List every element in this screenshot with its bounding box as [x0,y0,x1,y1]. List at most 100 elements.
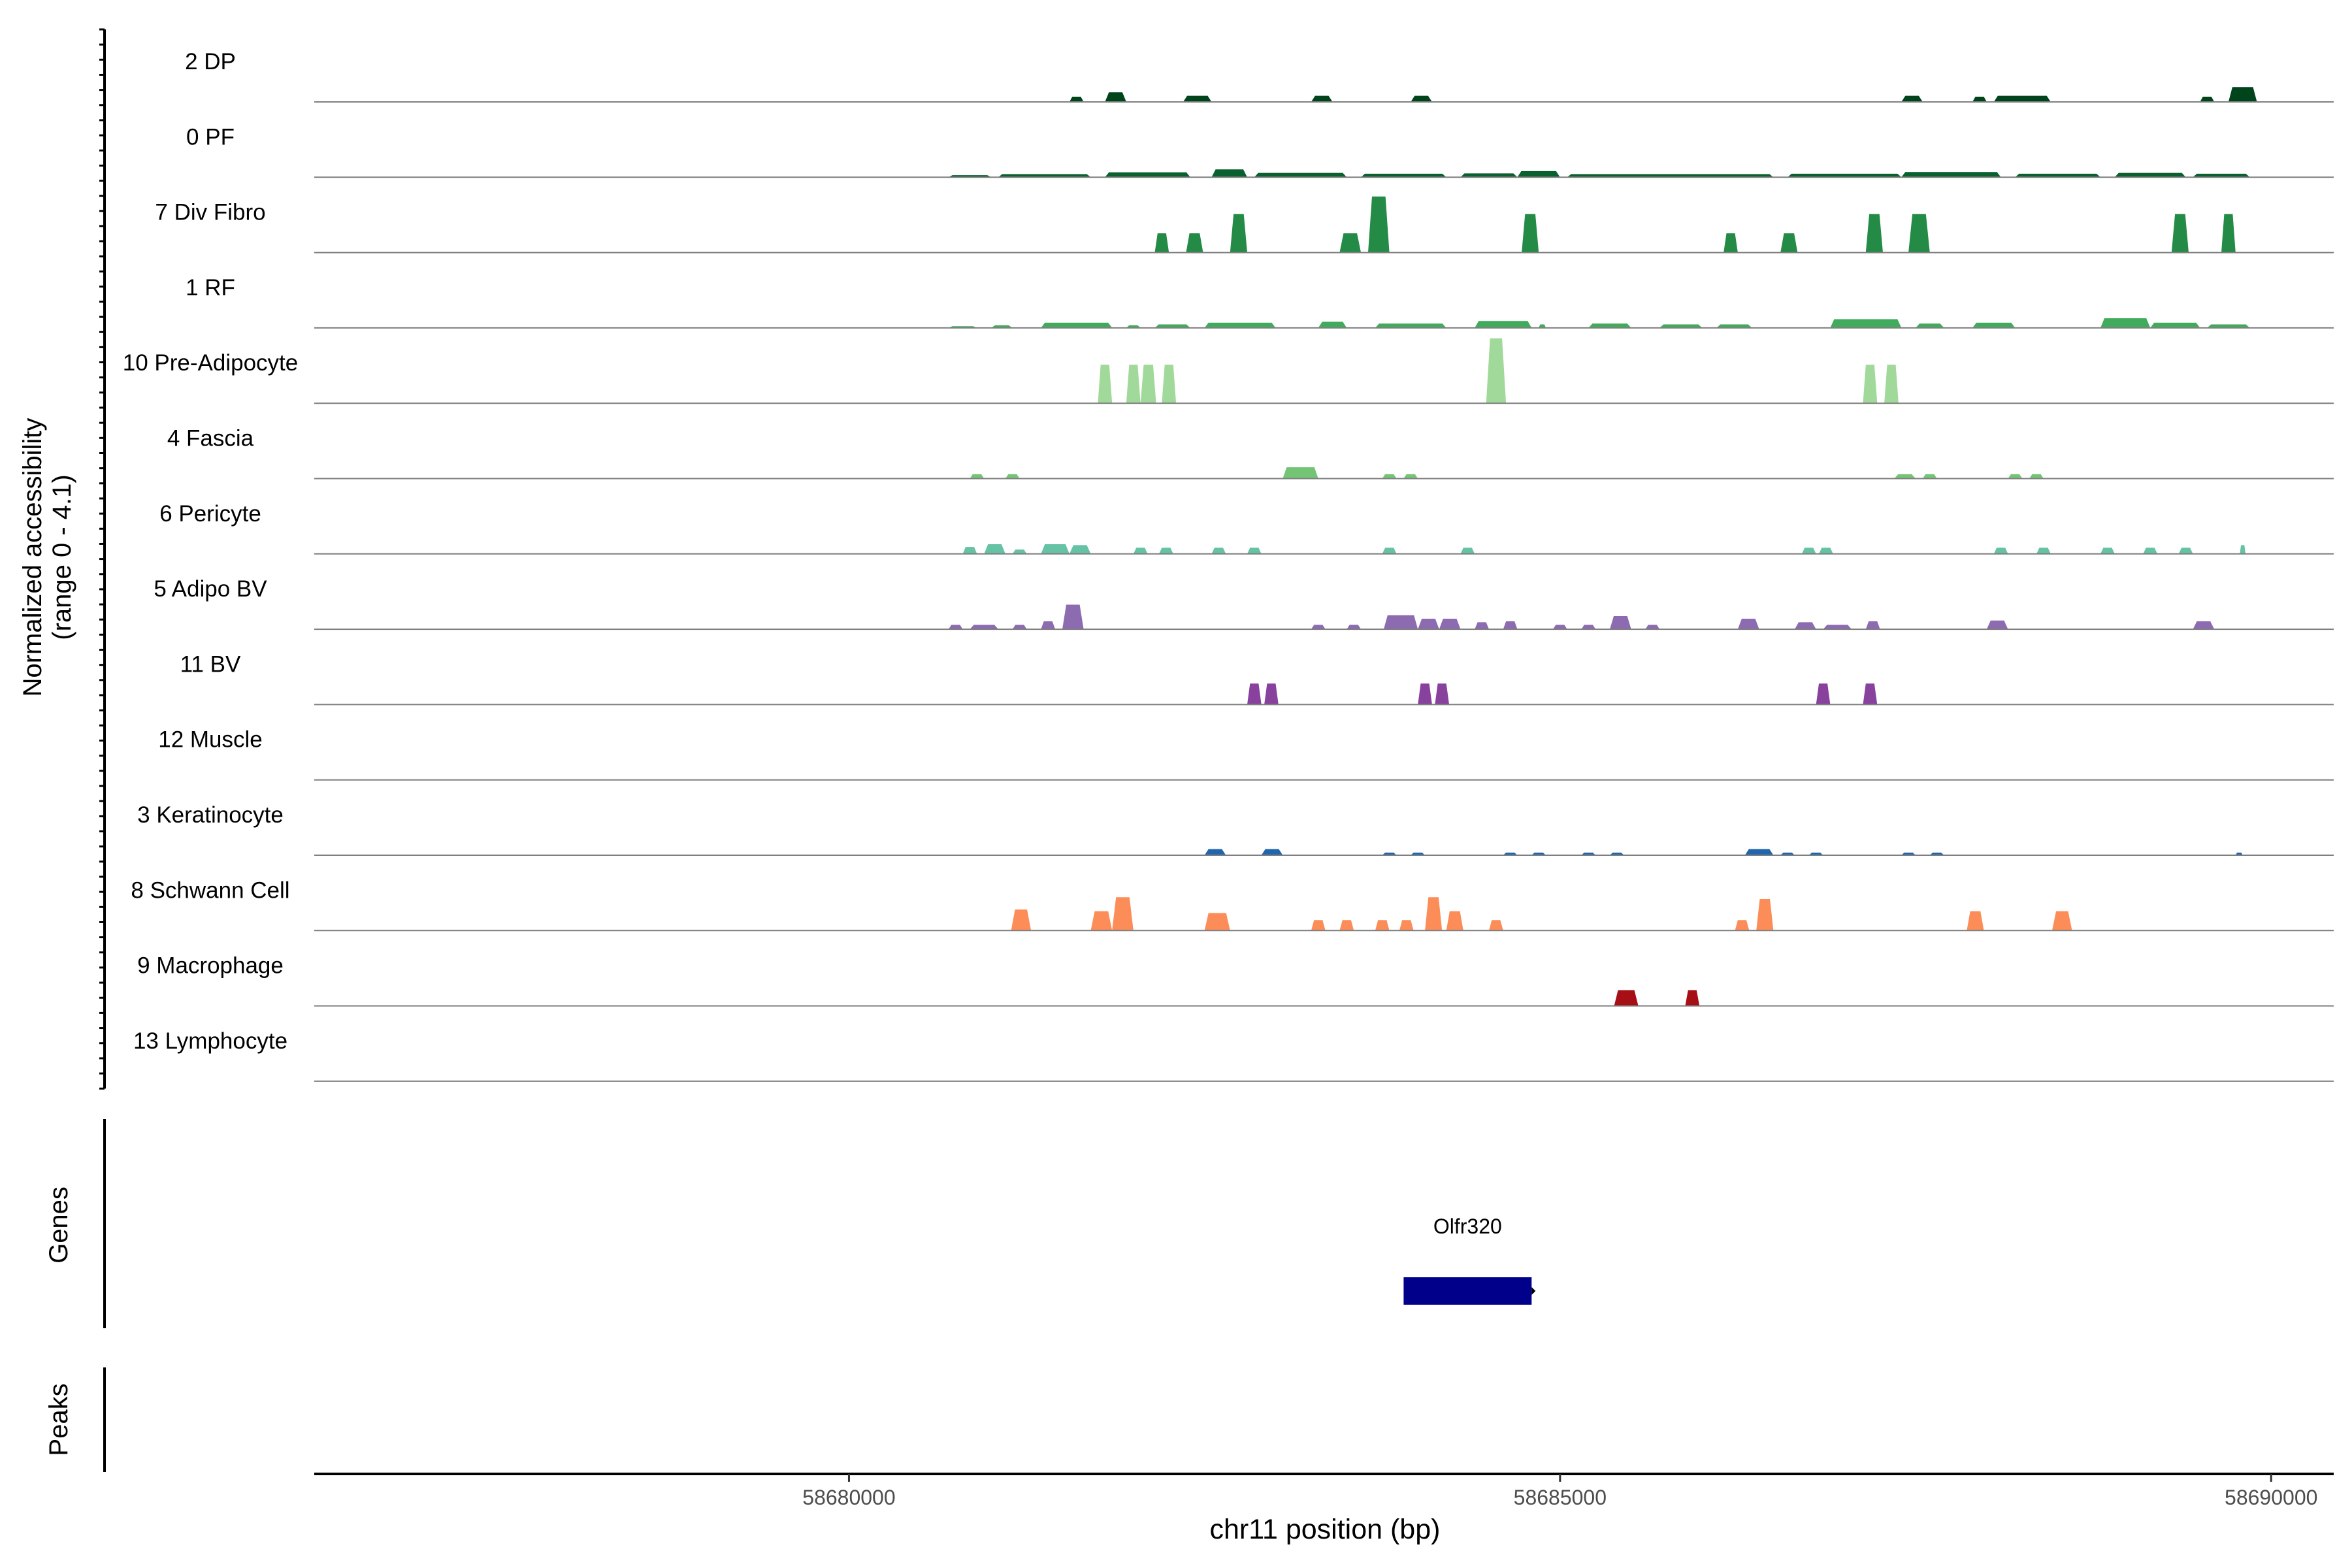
coverage-peak [1986,620,2008,630]
coverage-peak [1069,545,1091,554]
track-0-pf: 0 PF [186,124,2334,178]
coverage-peak [1972,322,2016,328]
coverage-peak [1183,95,1212,102]
x-axis-title: chr11 position (bp) [1210,1514,1441,1545]
coverage-peak [1922,474,1937,479]
track-5-adipo-bv: 5 Adipo BV [154,576,2334,630]
coverage-peak [1553,625,1567,630]
coverage-peak [2143,547,2158,554]
coverage-peak [1112,897,1134,931]
track-2-dp: 2 DP [185,49,2334,103]
coverage-peak [1894,474,1916,479]
coverage-peak [1475,321,1532,328]
coverage-peak [1411,95,1432,102]
strand-arrow [1531,1287,1536,1295]
coverage-peak [1614,990,1639,1006]
coverage-peak [1069,97,1084,102]
coverage-peak [1347,625,1362,630]
track-label: 6 Pericyte [159,501,261,527]
coverage-peak [1186,233,1203,253]
coverage-peak [1247,683,1262,705]
coverage-peak [1154,324,1190,328]
coverage-peak [1375,920,1390,931]
coverage-peak [1311,95,1333,102]
coverage-peak [1567,174,1774,178]
coverage-peak [1062,604,1084,630]
coverage-peak [998,174,1091,178]
coverage-peak [1972,97,1987,102]
coverage-peak [1801,547,1816,554]
coverage-peak [970,625,998,630]
track-7-div-fibro: 7 Div Fibro [155,196,2334,253]
coverage-peak [2150,322,2200,328]
coverage-peak [1098,365,1113,404]
coverage-peak [1011,909,1032,931]
y-axis-label: Normalized accessibility [18,418,47,697]
coverage-peak [1005,474,1020,479]
gene-olfr320: Olfr320 [1403,1215,1536,1305]
coverage-peak [948,625,963,630]
track-label: 11 BV [180,651,241,677]
coverage-peak [1375,323,1446,328]
coverage-peak [1159,547,1173,554]
coverage-peak [2240,545,2246,554]
track-panel: 2 DP 0 PF 7 Div Fibro 1 RF 10 Pre-Adipocyte 4… [123,49,2334,1082]
coverage-peak [970,474,985,479]
coverage-peak [1645,625,1660,630]
track-12-muscle: 12 Muscle [158,727,2334,781]
coverage-peak [1368,196,1390,253]
coverage-peak [2114,172,2186,178]
coverage-peak [1581,625,1596,630]
coverage-peak [2029,474,2044,479]
coverage-peak [2207,324,2250,328]
coverage-peak [1382,474,1397,479]
coverage-peak [1261,849,1283,855]
coverage-peak [1489,920,1503,931]
coverage-peak [1685,990,1700,1006]
track-label: 4 Fascia [167,426,254,451]
track-label: 12 Muscle [158,727,263,753]
coverage-peak [1884,365,1899,404]
coverage-peak [1361,173,1446,178]
coverage-peak [1418,619,1439,630]
coverage-peak [1318,321,1347,328]
coverage-peak [1863,365,1878,404]
coverage-peak [1435,683,1450,705]
coverage-peak [2052,911,2072,931]
coverage-peak [1737,619,1759,630]
coverage-peak [2100,318,2151,328]
coverage-peak [1819,547,1833,554]
coverage-peak [1339,233,1362,253]
coverage-peak [1475,622,1489,630]
track-label: 0 PF [186,124,235,150]
coverage-peak [1418,683,1432,705]
coverage-peak [1795,622,1816,630]
coverage-peak [1162,365,1177,404]
coverage-peak [2036,547,2051,554]
coverage-peak [1816,683,1831,705]
coverage-peak [1967,911,1984,931]
coverage-peak [2100,547,2115,554]
coverage-peak [1993,95,2051,102]
coverage-peak [984,544,1005,554]
coverage-peak [1865,621,1880,630]
x-tick-label: 58685000 [1514,1486,1607,1509]
coverage-peak [1154,233,1169,253]
peaks-panel-label: Peaks [44,1383,73,1456]
coverage-peak [1204,913,1230,931]
track-label: 8 Schwann Cell [131,877,289,903]
coverage-peak [1105,172,1190,178]
track-label: 2 DP [185,49,236,74]
x-tick-label: 58690000 [2225,1486,2317,1509]
coverage-peak [1588,323,1631,328]
coverage-peak [1264,683,1279,705]
coverage-peak [1446,911,1463,931]
coverage-peak [2178,547,2193,554]
coverage-peak [1522,214,1539,253]
x-tick-label: 58680000 [802,1486,895,1509]
track-1-rf: 1 RF [186,275,2334,329]
coverage-peak [1610,616,1631,630]
track-label: 10 Pre-Adipocyte [123,350,298,376]
coverage-peak [1311,920,1326,931]
coverage-peak [1830,319,1902,328]
